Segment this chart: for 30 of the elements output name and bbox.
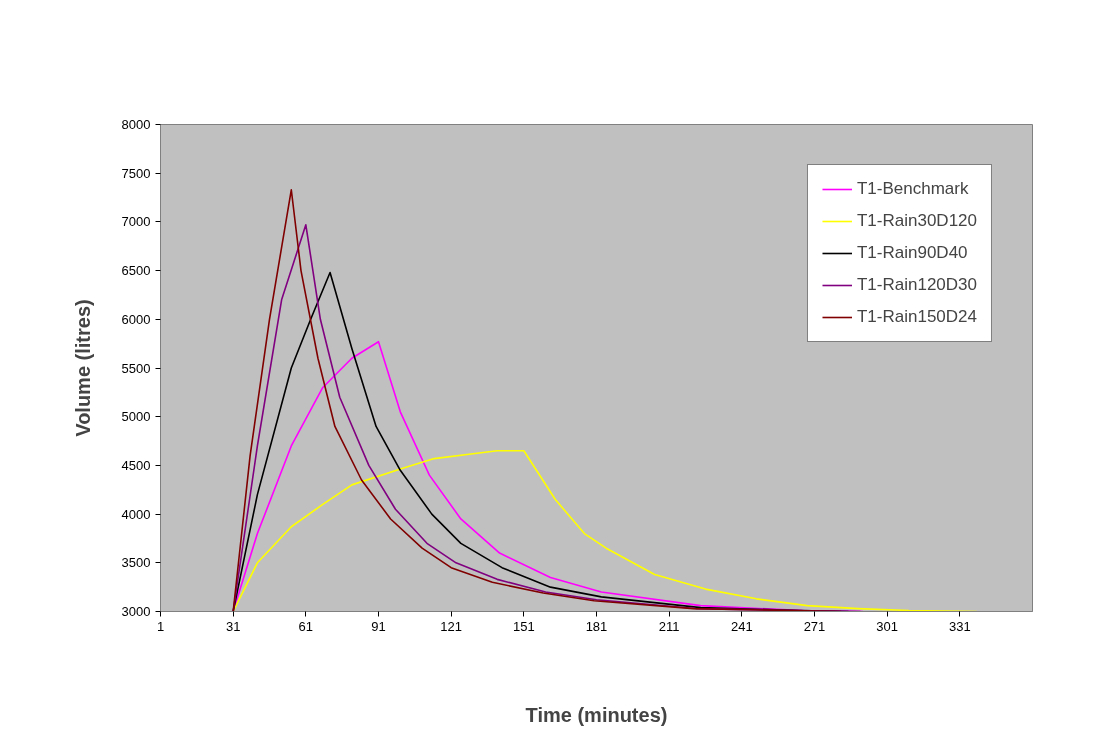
legend-label: T1-Rain150D24 (856, 307, 977, 327)
x-tick-label: 211 (658, 618, 680, 634)
y-tick-label: 7000 (121, 214, 151, 230)
y-tick-label: 5000 (121, 409, 151, 425)
y-tick-label: 4500 (121, 457, 151, 473)
y-tick-label: 4000 (121, 506, 151, 522)
y-tick-label: 6000 (121, 311, 151, 327)
y-tick-label: 5500 (121, 360, 151, 376)
x-tick-label: 151 (512, 618, 535, 634)
y-tick-label: 8000 (121, 117, 151, 132)
x-tick-label: 181 (585, 618, 608, 634)
legend-label: T1-Rain120D30 (856, 275, 977, 295)
y-tick-label: 3000 (121, 604, 151, 619)
x-tick-label: 301 (876, 618, 899, 634)
y-tick-label: 6500 (121, 263, 151, 279)
x-tick-label: 31 (225, 618, 241, 634)
x-tick-label: 241 (730, 618, 753, 634)
y-tick-label: 7500 (121, 165, 151, 181)
x-tick-label: 331 (948, 618, 971, 634)
x-tick-label: 1 (156, 618, 165, 634)
x-tick-label: 61 (298, 618, 314, 634)
y-tick-label: 3500 (121, 555, 151, 571)
legend-label: T1-Rain30D120 (856, 211, 977, 231)
legend-label: T1-Benchmark (856, 179, 969, 199)
x-tick-label: 271 (803, 618, 826, 634)
x-tick-label: 121 (440, 618, 463, 634)
x-axis-title: Time (minutes) (525, 703, 668, 726)
y-axis-title: Volume (litres) (71, 299, 94, 437)
x-tick-label: 91 (371, 618, 386, 634)
legend-label: T1-Rain90D40 (856, 243, 968, 263)
